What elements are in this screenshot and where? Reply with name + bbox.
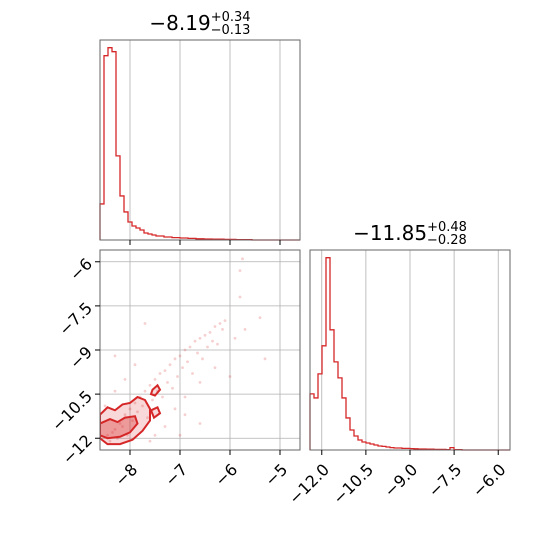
scatter-point — [111, 430, 114, 434]
scatter-point — [173, 357, 177, 361]
hist2-x-tick-label: −12.0 — [285, 460, 333, 508]
scatter-point — [143, 389, 147, 393]
scatter-point — [238, 295, 242, 299]
scatter2d-x-tick-label: −6 — [211, 460, 241, 490]
scatter-point — [216, 342, 219, 346]
scatter-point — [198, 336, 202, 340]
scatter-point — [241, 257, 244, 261]
scatter-2d-content — [100, 257, 267, 446]
density-contour — [100, 395, 151, 446]
hist2-title: −11.85+0.48 −0.28 — [353, 220, 467, 248]
scatter-point — [148, 439, 152, 443]
scatter-point — [186, 360, 189, 364]
scatter-point — [213, 325, 217, 328]
scatter-point — [108, 439, 112, 443]
scatter-point — [263, 357, 267, 361]
scatter2d-x-tick-label: −8 — [111, 460, 141, 490]
scatter-point — [258, 316, 262, 320]
scatter-point — [203, 333, 207, 337]
scatter-point — [113, 389, 117, 393]
scatter-point — [148, 383, 152, 387]
scatter-point — [113, 428, 117, 431]
scatter-point — [188, 345, 192, 349]
scatter-point — [123, 378, 127, 381]
scatter-point — [221, 328, 224, 331]
scatter-point — [183, 395, 187, 399]
hist1-frame — [99, 39, 301, 241]
scatter-point — [163, 425, 167, 428]
scatter-point — [143, 322, 147, 325]
scatter2d-y-tick-label: −12 — [59, 431, 96, 468]
scatter-point — [201, 357, 204, 361]
hist1-title: −8.19+0.34 −0.13 — [149, 10, 250, 38]
scatter-point — [166, 380, 169, 384]
histogram-param1-panel — [99, 39, 301, 245]
hist2-x-tick-label: −9.0 — [380, 460, 421, 501]
hist2-x-tick-label: −6.0 — [469, 460, 510, 501]
scatter-point — [103, 404, 107, 408]
scatter-point — [183, 413, 187, 417]
scatter2d-x-tick-label: −5 — [261, 460, 291, 490]
scatter2d-x-tick-label: −7 — [161, 460, 191, 490]
scatter-point — [128, 407, 132, 411]
scatter-point — [233, 336, 237, 340]
density-contour — [149, 406, 162, 420]
scatter2d-y-tick-label: −9 — [66, 343, 96, 373]
scatter-point — [223, 319, 227, 322]
scatter-point — [153, 433, 157, 437]
scatter-point — [211, 339, 214, 343]
scatter-point — [146, 416, 149, 420]
scatter-point — [206, 345, 209, 349]
scatter-point — [131, 419, 134, 422]
scatter-point — [133, 401, 137, 405]
density-contour — [149, 383, 162, 397]
scatter-point — [123, 413, 127, 417]
scatter-point — [171, 386, 174, 390]
scatter-point — [228, 375, 232, 378]
scatter-2d-panel: −8 −7 −6 −5 −6 −7.5 −9 −10.5−12 — [48, 249, 301, 490]
scatter-point — [173, 407, 177, 411]
scatter-point — [133, 363, 137, 367]
scatter2d-y-tick-label: −7.5 — [55, 298, 96, 339]
scatter-point — [208, 330, 212, 334]
scatter-point — [218, 322, 222, 325]
scatter-point — [181, 366, 184, 370]
scatter-point — [198, 380, 202, 384]
scatter-point — [121, 425, 124, 428]
scatter-point — [213, 366, 217, 370]
scatter-point — [118, 422, 122, 425]
scatter-point — [176, 375, 179, 378]
scatter-point — [161, 395, 164, 399]
scatter-point — [178, 433, 182, 437]
scatter-point — [183, 348, 187, 352]
scatter-point — [141, 404, 144, 408]
scatter-point — [113, 354, 117, 358]
density-contour — [100, 415, 139, 440]
scatter-point — [193, 339, 197, 343]
scatter-point — [191, 372, 194, 375]
scatter-point — [198, 422, 202, 425]
scatter-point — [136, 410, 139, 414]
scatter-point — [243, 328, 247, 331]
scatter2d-y-tick-label: −6 — [66, 254, 96, 284]
scatter-point — [106, 433, 109, 437]
scatter2d-y-tick-label: −10.5 — [48, 387, 96, 435]
scatter-point — [153, 378, 157, 381]
scatter-point — [168, 363, 172, 367]
hist2-x-tick-label: −10.5 — [329, 460, 377, 508]
scatter-point — [163, 369, 167, 372]
scatter-point — [196, 351, 199, 355]
scatter-point — [178, 354, 182, 358]
hist2-x-tick-label: −7.5 — [425, 460, 466, 501]
scatter-point — [238, 269, 242, 272]
scatter-point — [151, 398, 154, 402]
scatter-point — [158, 372, 162, 375]
histogram-param2-panel: −12.0−10.5 −9.0 −7.5 −6.0 — [285, 249, 511, 508]
